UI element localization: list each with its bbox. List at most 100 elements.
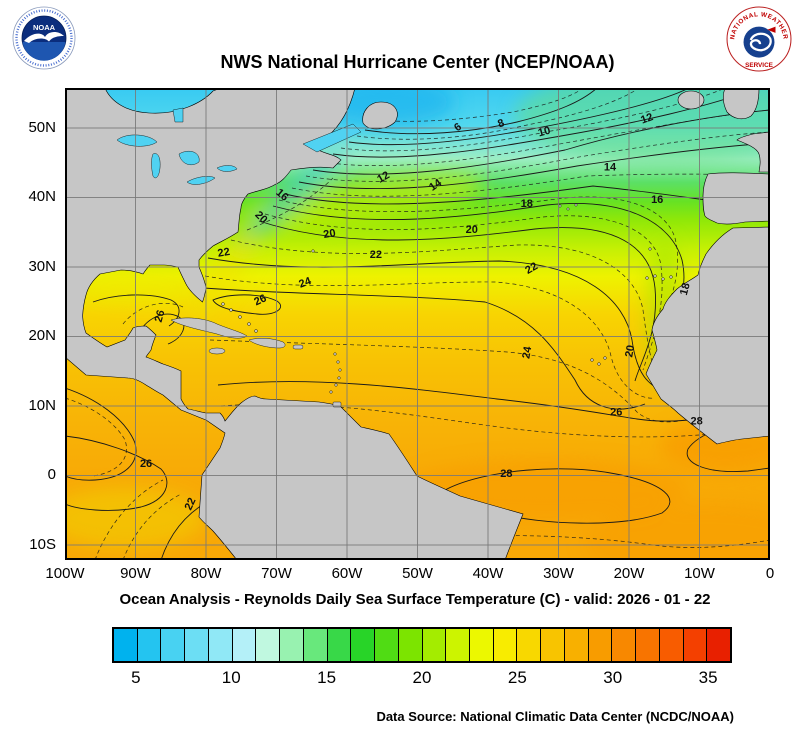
x-tick-label: 30W (543, 565, 574, 582)
colorbar-segment (327, 629, 352, 661)
y-tick-label: 50N (28, 118, 56, 136)
x-tick-label: 40W (472, 565, 504, 582)
americas-landmass (65, 88, 524, 560)
colorbar (112, 627, 732, 663)
y-tick-label: 10S (29, 535, 56, 553)
colorbar-segment (280, 629, 304, 661)
england-landmass (722, 88, 760, 120)
madeira-island (648, 247, 652, 251)
colorbar-segment (612, 629, 637, 661)
contour-label: 20 (623, 344, 637, 358)
lake-ontario (216, 165, 238, 172)
contour-label: 22 (370, 249, 382, 261)
colorbar-segment (303, 629, 328, 661)
colorbar-segment (185, 629, 209, 661)
colorbar-segment (208, 629, 233, 661)
colorbar-segment (398, 629, 423, 661)
noaa-logo-sea (22, 42, 66, 61)
graticule-layer (65, 88, 770, 560)
contour-label: 22 (523, 260, 540, 277)
nws-hurricane-icon (749, 32, 772, 52)
contour-label: 6 (452, 121, 464, 134)
colorbar-segment (446, 629, 471, 661)
colorbar-segment (517, 629, 542, 661)
contour-label: 12 (375, 169, 392, 186)
colorbar-segment (351, 629, 376, 661)
y-tick-label: 40N (28, 188, 56, 206)
contour-label: 24 (520, 345, 534, 360)
colorbar-segment (114, 629, 138, 661)
lake-erie (186, 176, 216, 185)
x-tick-label: 20W (613, 565, 645, 582)
page-title: NWS National Hurricane Center (NCEP/NOAA… (220, 52, 615, 72)
colorbar-segment (493, 629, 518, 661)
lake-superior (116, 134, 158, 147)
colorbar-tick-label: 35 (698, 668, 718, 687)
x-tick-label: 50W (402, 565, 433, 582)
colorbar-tick-label: 10 (221, 668, 241, 687)
nws-flag-icon (767, 26, 776, 33)
y-tick-label: 20N (28, 327, 56, 345)
contour-label: 26 (610, 407, 622, 419)
jamaica-island (208, 347, 226, 355)
colorbar-segment (232, 629, 257, 661)
contour-label: 28 (691, 416, 703, 428)
x-tick-label: 80W (190, 565, 222, 582)
colorbar-segment (161, 629, 186, 661)
contour-label: 22 (183, 496, 199, 512)
x-tick-label: 90W (120, 565, 151, 582)
y-tick-label: 0 (47, 466, 56, 484)
james-bay (172, 107, 184, 123)
x-tick-label: 60W (331, 565, 363, 582)
contour-label: 18 (521, 198, 533, 210)
colorbar-labels: 5 10 15 20 25 30 35 (112, 668, 732, 690)
colorbar-tick-label: 15 (317, 668, 337, 687)
colorbar-segment (659, 629, 684, 661)
colorbar-segment (422, 629, 447, 661)
contour-label: 12 (639, 111, 655, 126)
contour-label: 18 (678, 282, 693, 297)
contour-label: 26 (140, 458, 152, 470)
contour-label: 20 (322, 227, 336, 241)
nws-logo: NATIONAL WEATHER SERVICE (726, 6, 792, 72)
x-tick-label: 100W (45, 565, 85, 582)
contour-label: 20 (466, 224, 478, 236)
bahamas-islands (221, 302, 258, 333)
map-frame (65, 88, 770, 560)
colorbar-segment (707, 629, 731, 661)
newfoundland-island (362, 101, 398, 130)
colorbar-tick-label: 25 (507, 668, 527, 687)
contour-label: 16 (651, 194, 663, 206)
contour-label: 26 (153, 309, 168, 324)
noaa-logo-ring-text (15, 9, 73, 67)
noaa-logo-label: NOAA (33, 23, 56, 32)
lesser-antilles-islands (329, 352, 342, 408)
cape-verde-islands (590, 356, 607, 366)
x-tick-label: 70W (261, 565, 292, 582)
contour-label: 22 (217, 246, 231, 260)
data-source: Data Source: National Climatic Data Cent… (376, 709, 734, 724)
colorbar-segment (588, 629, 613, 661)
colorbar-segment (256, 629, 281, 661)
lake-michigan (151, 153, 161, 179)
puerto-rico-island (292, 344, 304, 350)
contour-label: 10 (537, 125, 552, 140)
x-tick-label: 10W (684, 565, 715, 582)
contour-label: 28 (500, 468, 512, 480)
colorbar-tick-label: 20 (412, 668, 432, 687)
y-tick-label: 10N (28, 396, 56, 414)
nws-ring-text-bottom: SERVICE (745, 62, 773, 69)
colorbar-segment (636, 629, 660, 661)
map-caption: Ocean Analysis - Reynolds Daily Sea Surf… (119, 591, 711, 608)
x-tick-label: 0 (765, 565, 775, 582)
canary-islands (645, 274, 673, 281)
land-layer (65, 88, 770, 560)
colorbar-segment (564, 629, 589, 661)
colorbar-segment (683, 629, 708, 661)
contour-label: 14 (604, 161, 617, 173)
contour-label: 8 (496, 117, 506, 130)
iberia-landmass (702, 172, 770, 225)
